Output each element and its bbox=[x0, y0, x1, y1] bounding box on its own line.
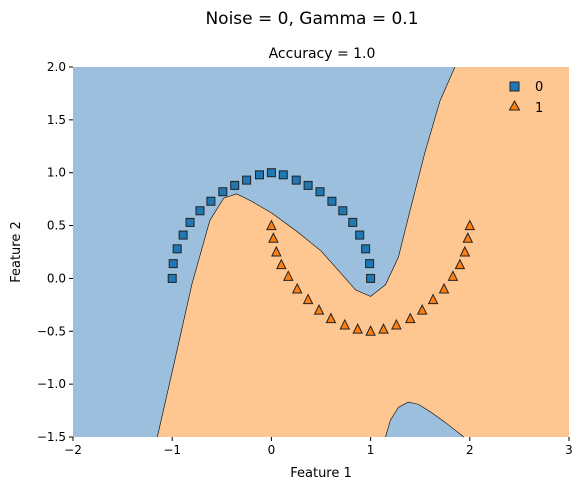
series-0-point bbox=[172, 244, 182, 254]
series-1-point bbox=[276, 258, 287, 270]
series-1-point bbox=[459, 245, 471, 257]
series-0-point bbox=[355, 230, 365, 240]
y-axis: −1.5 −1.0 −0.5 0.0 0.5 1.0 1.5 2.0 bbox=[37, 60, 73, 444]
y-tick-label: −1.0 bbox=[37, 377, 66, 391]
series-1-point bbox=[339, 318, 351, 330]
series-0-point bbox=[361, 244, 371, 254]
legend-marker-0 bbox=[509, 81, 520, 92]
series-0-point bbox=[366, 273, 376, 283]
y-tick-label: 2.0 bbox=[47, 60, 66, 74]
y-tick-label: 1.0 bbox=[47, 166, 66, 180]
series-1-point bbox=[427, 293, 439, 305]
x-tick-label: 3 bbox=[565, 443, 573, 457]
series-1-point bbox=[313, 304, 325, 315]
series-0-point bbox=[348, 217, 358, 227]
series-0-point bbox=[206, 196, 216, 206]
series-0-point bbox=[327, 196, 337, 206]
series-0-point bbox=[266, 168, 276, 178]
x-tick-label: 2 bbox=[466, 443, 474, 457]
legend-label-0: 0 bbox=[535, 80, 543, 95]
series-0-point bbox=[168, 259, 178, 269]
y-tick-label: −1.5 bbox=[37, 430, 66, 444]
legend-marker-1 bbox=[508, 99, 521, 111]
decision-boundary-island bbox=[385, 401, 465, 438]
legend: 0 1 bbox=[503, 72, 562, 119]
series-1-point bbox=[325, 312, 337, 324]
x-tick-label: −2 bbox=[64, 443, 82, 457]
legend-frame bbox=[503, 72, 562, 119]
series-1-point bbox=[352, 323, 364, 334]
series-1-point bbox=[291, 282, 303, 294]
plot-area bbox=[73, 66, 569, 438]
series-0-point bbox=[338, 206, 348, 216]
series-0-point bbox=[185, 217, 195, 227]
series-0-point bbox=[291, 175, 301, 185]
region-class-1-bottom-island bbox=[385, 402, 464, 437]
series-1-point bbox=[447, 270, 459, 281]
series-1-point bbox=[464, 219, 476, 231]
figure-suptitle: Noise = 0, Gamma = 0.1 bbox=[205, 9, 418, 29]
series-1-point bbox=[268, 232, 279, 243]
series-1-point bbox=[416, 304, 428, 315]
y-tick-label: 1.5 bbox=[47, 113, 66, 127]
region-class-1 bbox=[157, 67, 569, 437]
series-1-point bbox=[282, 270, 294, 281]
series-1-point bbox=[438, 282, 450, 294]
series-1-point bbox=[391, 318, 402, 330]
y-tick-label: 0.0 bbox=[47, 271, 66, 285]
series-1-point bbox=[271, 245, 282, 257]
chart-title: Accuracy = 1.0 bbox=[269, 46, 376, 62]
x-axis: −2 −1 0 1 2 3 bbox=[64, 437, 573, 457]
series-1-markers bbox=[266, 219, 476, 336]
region-class-0 bbox=[73, 67, 455, 437]
x-tick-label: 1 bbox=[367, 443, 375, 457]
series-0-point bbox=[167, 273, 177, 283]
series-0-point bbox=[195, 206, 205, 216]
series-0-point bbox=[278, 170, 288, 180]
x-tick-label: 0 bbox=[268, 443, 276, 457]
series-1-point bbox=[404, 312, 416, 324]
series-1-point bbox=[365, 325, 376, 336]
series-0-point bbox=[242, 175, 252, 185]
y-tick-label: −0.5 bbox=[37, 324, 66, 338]
x-tick-label: −1 bbox=[163, 443, 181, 457]
series-1-point bbox=[454, 258, 466, 270]
series-0-point bbox=[254, 170, 264, 180]
series-0-point bbox=[315, 187, 325, 197]
y-tick-label: 0.5 bbox=[47, 219, 66, 233]
series-0-point bbox=[178, 230, 188, 240]
series-1-point bbox=[462, 232, 474, 243]
y-axis-label: Feature 2 bbox=[9, 221, 24, 283]
series-1-point bbox=[266, 219, 277, 231]
series-0-point bbox=[230, 180, 240, 190]
decision-boundary bbox=[157, 66, 456, 438]
series-0-point bbox=[365, 259, 375, 269]
legend-label-1: 1 bbox=[535, 101, 543, 116]
series-1-point bbox=[302, 293, 314, 305]
series-0-markers bbox=[167, 168, 376, 283]
series-0-point bbox=[303, 180, 313, 190]
series-1-point bbox=[378, 323, 389, 334]
series-0-point bbox=[218, 187, 228, 197]
x-axis-label: Feature 1 bbox=[290, 466, 352, 481]
